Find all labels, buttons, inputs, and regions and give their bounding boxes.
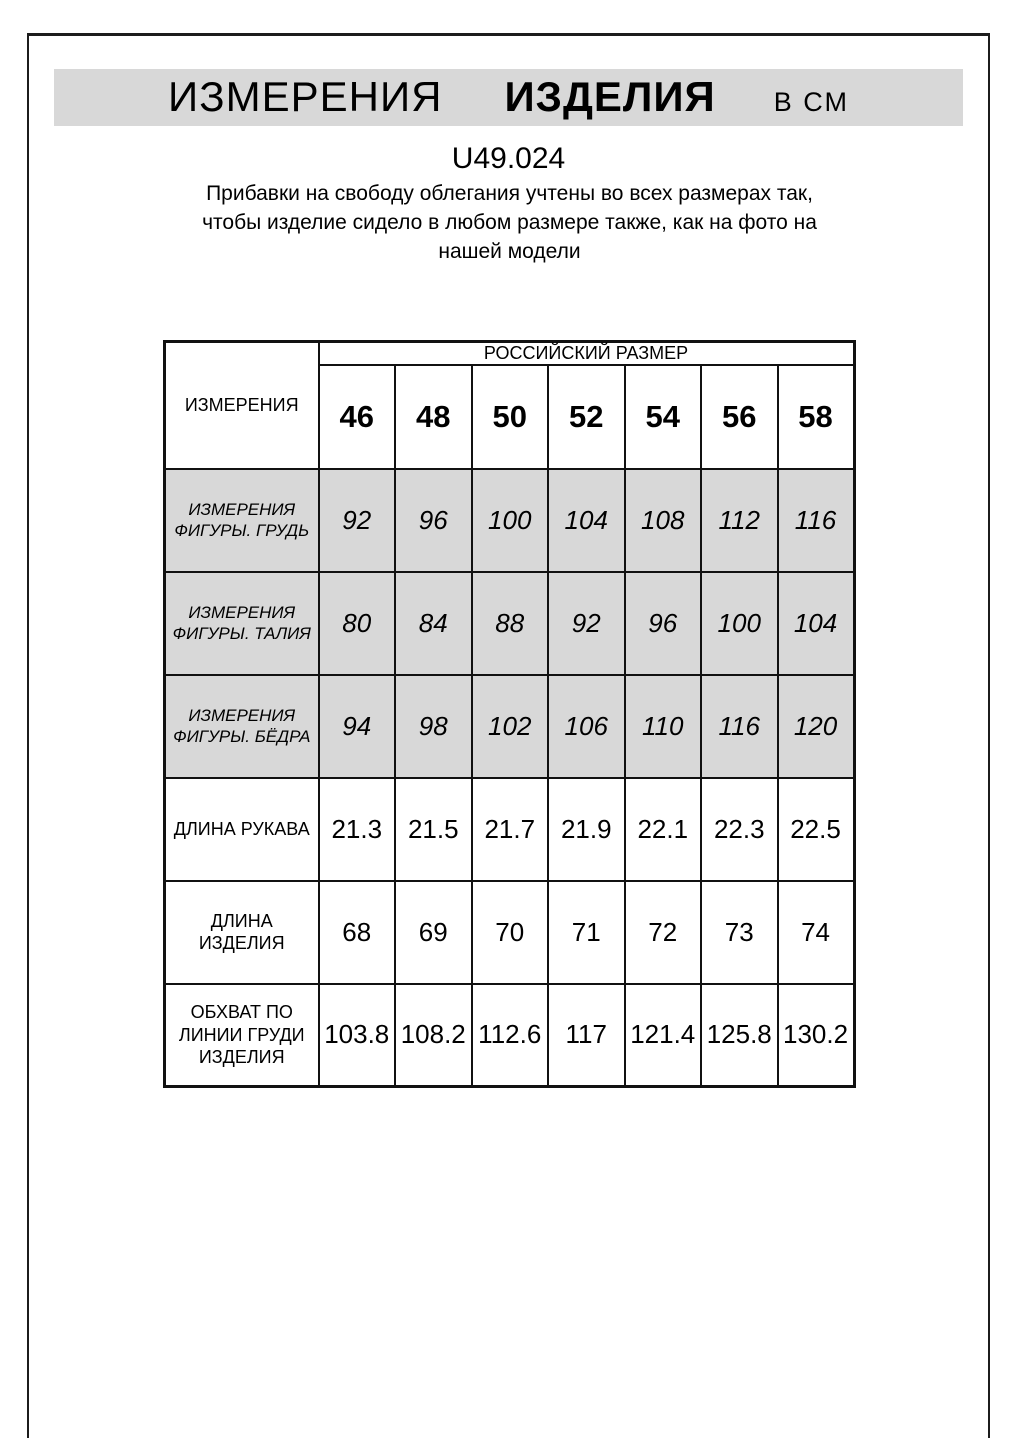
value-cell: 103.8 bbox=[317, 982, 396, 1088]
value-cell: 104 bbox=[776, 570, 856, 676]
value-cell: 100 bbox=[700, 570, 779, 676]
value-cell: 21.3 bbox=[317, 776, 396, 882]
value-cell: 92 bbox=[317, 467, 396, 573]
value-cell: 21.9 bbox=[547, 776, 626, 882]
group-header-cell: РОССИЙСКИЙ РАЗМЕР bbox=[317, 340, 856, 366]
row-label: ДЛИНА ИЗДЕЛИЯ bbox=[163, 879, 320, 985]
page-title-product: ИЗДЕЛИЯ bbox=[504, 73, 716, 120]
value-cell: 96 bbox=[394, 467, 473, 573]
value-cell: 92 bbox=[547, 570, 626, 676]
fit-description: Прибавки на свободу облегания учтены во … bbox=[202, 182, 817, 263]
value-cell: 100 bbox=[470, 467, 549, 573]
size-header: 56 bbox=[700, 363, 779, 470]
value-cell: 69 bbox=[394, 879, 473, 985]
value-cell: 73 bbox=[700, 879, 779, 985]
value-cell: 130.2 bbox=[776, 982, 856, 1088]
row-label: ИЗМЕРЕНИЯ ФИГУРЫ. ТАЛИЯ bbox=[163, 570, 320, 676]
value-cell: 71 bbox=[547, 879, 626, 985]
value-cell: 98 bbox=[394, 673, 473, 779]
value-cell: 70 bbox=[470, 879, 549, 985]
value-cell: 125.8 bbox=[700, 982, 779, 1088]
value-cell: 110 bbox=[623, 673, 702, 779]
size-header: 52 bbox=[547, 363, 626, 470]
page-frame bbox=[27, 33, 990, 1438]
value-cell: 112 bbox=[700, 467, 779, 573]
value-cell: 121.4 bbox=[623, 982, 702, 1088]
value-cell: 104 bbox=[547, 467, 626, 573]
page-title-measurements: ИЗМЕРЕНИЯ bbox=[168, 73, 443, 120]
size-header: 48 bbox=[394, 363, 473, 470]
value-cell: 21.5 bbox=[394, 776, 473, 882]
value-cell: 22.5 bbox=[776, 776, 856, 882]
table-row-chest-girth: ОБХВАТ ПО ЛИНИИ ГРУДИ ИЗДЕЛИЯ 103.8 108.… bbox=[163, 982, 856, 1088]
value-cell: 22.1 bbox=[623, 776, 702, 882]
value-cell: 22.3 bbox=[700, 776, 779, 882]
value-cell: 68 bbox=[317, 879, 396, 985]
value-cell: 116 bbox=[776, 467, 856, 573]
row-label: ИЗМЕРЕНИЯ ФИГУРЫ. ГРУДЬ bbox=[163, 467, 320, 573]
value-cell: 74 bbox=[776, 879, 856, 985]
row-label: ДЛИНА РУКАВА bbox=[163, 776, 320, 882]
value-cell: 102 bbox=[470, 673, 549, 779]
value-cell: 80 bbox=[317, 570, 396, 676]
model-code: U49.024 bbox=[451, 142, 566, 175]
title-banner: ИЗМЕРЕНИЯ ИЗДЕЛИЯ В СМ bbox=[54, 69, 963, 126]
table-row-sizes: 46 48 50 52 54 56 58 bbox=[165, 363, 856, 470]
corner-header-cell: ИЗМЕРЕНИЯ bbox=[163, 340, 320, 470]
value-cell: 96 bbox=[623, 570, 702, 676]
value-cell: 21.7 bbox=[470, 776, 549, 882]
value-cell: 120 bbox=[776, 673, 856, 779]
value-cell: 106 bbox=[547, 673, 626, 779]
table-row-figure-waist: ИЗМЕРЕНИЯ ФИГУРЫ. ТАЛИЯ 80 84 88 92 96 1… bbox=[163, 570, 856, 676]
table-row-figure-hips: ИЗМЕРЕНИЯ ФИГУРЫ. БЁДРА 94 98 102 106 11… bbox=[163, 673, 856, 779]
value-cell: 88 bbox=[470, 570, 549, 676]
size-table: ИЗМЕРЕНИЯ РОССИЙСКИЙ РАЗМЕР 46 48 50 52 … bbox=[163, 340, 856, 1088]
value-cell: 84 bbox=[394, 570, 473, 676]
value-cell: 72 bbox=[623, 879, 702, 985]
size-header: 54 bbox=[623, 363, 702, 470]
value-cell: 108 bbox=[623, 467, 702, 573]
size-header: 46 bbox=[317, 363, 396, 470]
value-cell: 108.2 bbox=[394, 982, 473, 1088]
table-row-group-header: ИЗМЕРЕНИЯ РОССИЙСКИЙ РАЗМЕР bbox=[163, 340, 856, 470]
value-cell: 116 bbox=[700, 673, 779, 779]
table-row-item-length: ДЛИНА ИЗДЕЛИЯ 68 69 70 71 72 73 74 bbox=[163, 879, 856, 985]
row-label: ИЗМЕРЕНИЯ ФИГУРЫ. БЁДРА bbox=[163, 673, 320, 779]
size-header: 58 bbox=[776, 363, 856, 470]
size-header: 50 bbox=[470, 363, 549, 470]
page-title-unit: В СМ bbox=[773, 87, 849, 117]
row-label: ОБХВАТ ПО ЛИНИИ ГРУДИ ИЗДЕЛИЯ bbox=[163, 982, 320, 1088]
table-row-sleeve-length: ДЛИНА РУКАВА 21.3 21.5 21.7 21.9 22.1 22… bbox=[163, 776, 856, 882]
table-row-figure-chest: ИЗМЕРЕНИЯ ФИГУРЫ. ГРУДЬ 92 96 100 104 10… bbox=[163, 467, 856, 573]
value-cell: 112.6 bbox=[470, 982, 549, 1088]
value-cell: 117 bbox=[547, 982, 626, 1088]
value-cell: 94 bbox=[317, 673, 396, 779]
